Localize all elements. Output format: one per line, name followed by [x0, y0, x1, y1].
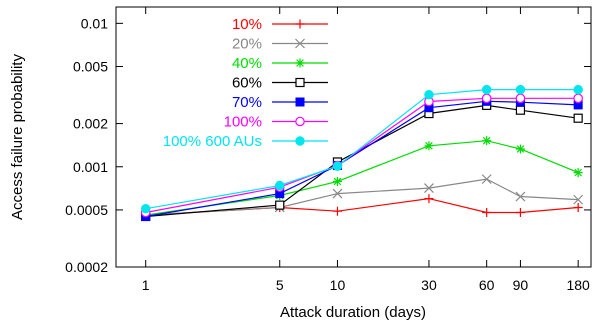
series-5	[141, 96, 583, 221]
legend-entry-7: 100% 600 AUs	[163, 133, 328, 150]
x-tick-label: 90	[513, 277, 529, 293]
data-point	[424, 90, 434, 100]
series-line	[145, 140, 579, 216]
data-point	[573, 113, 583, 123]
data-point	[481, 93, 492, 104]
legend-label: 70%	[232, 94, 262, 111]
data-point	[424, 141, 434, 151]
legend-marker	[295, 116, 305, 127]
legend-label: 100%	[224, 114, 262, 131]
data-point	[275, 180, 285, 191]
x-axis-label: Attack duration (days)	[280, 304, 426, 321]
data-point	[515, 84, 526, 95]
data-point	[275, 200, 285, 210]
data-point	[424, 183, 434, 194]
data-point	[515, 144, 525, 154]
series-line	[145, 197, 579, 216]
y-tick-label: 0.005	[73, 59, 108, 75]
legend-label: 100% 600 AUs	[163, 133, 262, 150]
data-point	[482, 207, 492, 217]
legend-label: 10%	[232, 16, 262, 33]
legend-entry-2: 20%	[232, 36, 328, 53]
legend-label: 20%	[232, 36, 262, 53]
legend-label: 40%	[232, 55, 262, 72]
data-point	[573, 202, 583, 212]
x-tick-label: 60	[479, 277, 495, 293]
legend-entry-5: 70%	[232, 94, 328, 111]
legend: 10% 20% 40% 60% 70% 100% 100% 600 AUs	[163, 16, 328, 150]
data-point	[332, 206, 342, 216]
legend-label: 60%	[232, 75, 262, 92]
plot-frame	[115, 6, 592, 268]
legend-entry-1: 10%	[232, 16, 328, 33]
x-tick-label: 180	[566, 277, 590, 293]
data-point	[573, 84, 583, 95]
y-tick-label: 0.0002	[65, 259, 108, 275]
x-tick-label: 10	[330, 277, 346, 293]
data-point	[481, 174, 492, 185]
data-point	[332, 188, 343, 199]
data-point	[573, 93, 583, 104]
x-tick-label: 1	[142, 277, 150, 293]
series-4	[141, 100, 583, 222]
legend-marker	[295, 97, 305, 107]
legend-entry-4: 60%	[232, 75, 328, 92]
data-point	[141, 203, 151, 214]
legend-entry-6: 100%	[224, 114, 328, 131]
x-tick-label: 5	[276, 277, 284, 293]
data-point	[515, 93, 526, 104]
data-point	[515, 207, 525, 217]
legend-marker	[295, 19, 305, 29]
y-tick-label: 0.01	[81, 15, 108, 31]
series-line	[145, 100, 579, 218]
x-tick-label: 30	[421, 277, 437, 293]
data-point	[515, 105, 526, 115]
legend-entry-3: 40%	[232, 55, 328, 72]
y-tick-label: 0.001	[73, 159, 108, 175]
legend-marker	[295, 38, 305, 49]
data-point	[573, 168, 583, 178]
data-point	[332, 176, 342, 186]
data-point	[482, 136, 492, 146]
axis-ticks: 0.0002 0.0005 0.001 0.002 0.005 0.01 1 5 10 30 60 9…	[65, 7, 591, 293]
y-tick-label: 0.0005	[65, 202, 108, 218]
y-axis-label: Access failure probability	[9, 54, 26, 220]
legend-marker	[295, 77, 305, 88]
data-point	[424, 194, 434, 204]
series-7	[141, 84, 583, 214]
legend-marker	[295, 58, 305, 68]
data-point	[573, 194, 584, 205]
series-line	[145, 97, 579, 214]
data-point	[515, 191, 526, 202]
data-point	[481, 84, 492, 95]
legend-marker	[295, 136, 305, 146]
y-tick-label: 0.002	[73, 116, 108, 132]
series-layer	[140, 84, 584, 222]
data-point	[332, 161, 343, 171]
